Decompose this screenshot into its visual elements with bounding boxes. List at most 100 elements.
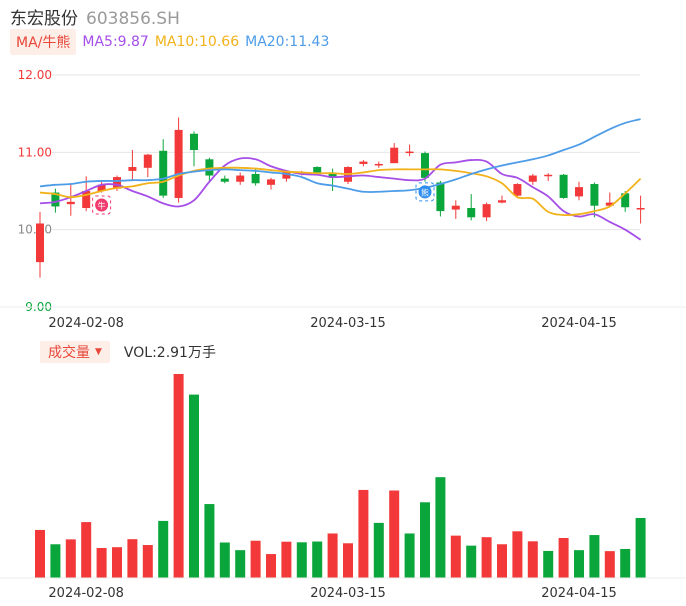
candle-body	[251, 173, 260, 184]
candle-body	[467, 208, 476, 218]
candle-body	[66, 201, 75, 205]
ma10-legend: MA10:10.66	[154, 34, 240, 50]
candle-body	[328, 172, 337, 178]
candle-body	[405, 151, 414, 154]
volume-bar	[235, 550, 246, 578]
candle-body	[575, 187, 583, 197]
volume-bar	[527, 541, 538, 578]
candle-body	[590, 184, 599, 206]
volume-bar	[281, 541, 292, 578]
ma10-line	[39, 166, 642, 217]
candle-body	[143, 154, 152, 168]
volume-bar	[450, 535, 461, 578]
volume-bar	[158, 520, 169, 578]
volume-bar	[204, 504, 215, 578]
candle-body	[513, 184, 522, 196]
ma-indicator-selector[interactable]: MA/牛熊	[10, 29, 77, 55]
candle-body	[267, 179, 275, 185]
volume-bar	[173, 374, 184, 578]
volume-bar	[142, 545, 153, 578]
candle-body	[528, 175, 537, 182]
y-tick-label: 12.00	[18, 68, 52, 82]
candle-body	[498, 200, 506, 203]
candle-body	[97, 184, 106, 191]
volume-bar	[65, 539, 76, 578]
ma5-line	[39, 157, 642, 241]
volume-bar	[296, 542, 307, 578]
volume-bar	[558, 537, 569, 578]
volume-bar	[543, 550, 554, 578]
stock-code: 603856.SH	[86, 9, 180, 29]
candle-body	[36, 223, 44, 263]
volume-bar	[96, 547, 107, 578]
volume-bar	[512, 531, 523, 578]
volume-indicator-selector[interactable]: 成交量 ▼	[40, 341, 110, 363]
volume-bar	[481, 537, 492, 578]
caret-down-icon: ▼	[95, 347, 102, 357]
volume-bar	[219, 542, 230, 578]
candle-body	[220, 178, 229, 182]
ma-legend: MA/牛熊 MA5:9.87 MA10:10.66 MA20:11.43	[10, 29, 335, 55]
volume-bar	[466, 545, 477, 578]
stock-header: 东宏股份 603856.SH	[10, 4, 180, 29]
y-tick-label: 11.00	[18, 145, 52, 159]
candle-body	[205, 159, 214, 176]
volume-bar	[312, 541, 323, 578]
candle-body	[436, 182, 445, 212]
volume-bar	[574, 550, 584, 578]
volume-selector-label: 成交量	[48, 345, 90, 361]
volume-value: VOL:2.91万手	[123, 345, 216, 361]
volume-bar	[497, 544, 507, 578]
candle-body	[159, 150, 168, 196]
volume-bar	[373, 522, 384, 578]
candle-body	[636, 208, 645, 210]
candle-body	[51, 192, 60, 207]
candle-body	[605, 202, 614, 206]
volume-bar	[127, 539, 138, 578]
candle-body	[359, 161, 368, 164]
candle-body	[390, 147, 399, 164]
volume-bar	[50, 544, 61, 578]
volume-bar	[435, 477, 446, 578]
volume-bar	[81, 522, 92, 578]
volume-bar	[266, 554, 276, 578]
volume-bar	[250, 540, 261, 578]
candle-body	[174, 129, 183, 198]
marker-frame	[92, 195, 112, 215]
candle-body	[313, 167, 322, 173]
candle-body	[451, 205, 460, 210]
volume-bar	[635, 517, 646, 578]
marker-label: 牛	[98, 201, 106, 211]
volume-bar	[112, 547, 122, 578]
candle-body	[236, 175, 245, 182]
stock-name: 东宏股份	[10, 9, 78, 29]
volume-bar	[327, 533, 338, 578]
ma20-line	[39, 118, 641, 193]
volume-bar	[389, 490, 400, 578]
volume-bar	[620, 548, 631, 578]
candle-body	[190, 133, 198, 151]
y-tick-label: 10.00	[18, 223, 52, 237]
candle-body	[82, 191, 91, 209]
x-tick-label: 2024-04-15	[541, 316, 617, 331]
candle-body	[128, 167, 137, 171]
volume-legend: 成交量 ▼ VOL:2.91万手	[40, 341, 216, 363]
x-tick-label: 2024-04-15	[541, 586, 617, 601]
candle-body	[621, 193, 630, 208]
candle-body	[482, 204, 491, 218]
x-tick-label: 2024-02-08	[48, 586, 124, 601]
candle-body	[544, 174, 553, 177]
volume-bar	[189, 394, 199, 578]
candle-body	[113, 177, 121, 189]
ma20-legend: MA20:11.43	[245, 34, 330, 50]
volume-bar	[358, 489, 369, 578]
volume-bar	[343, 543, 353, 578]
x-tick-label: 2024-03-15	[310, 586, 386, 601]
marker-frame	[415, 182, 435, 202]
volume-bar	[35, 529, 45, 578]
volume-bar	[420, 502, 430, 578]
candle-body	[374, 163, 383, 166]
x-tick-label: 2024-03-15	[310, 316, 386, 331]
marker-label: 熊	[421, 187, 429, 197]
